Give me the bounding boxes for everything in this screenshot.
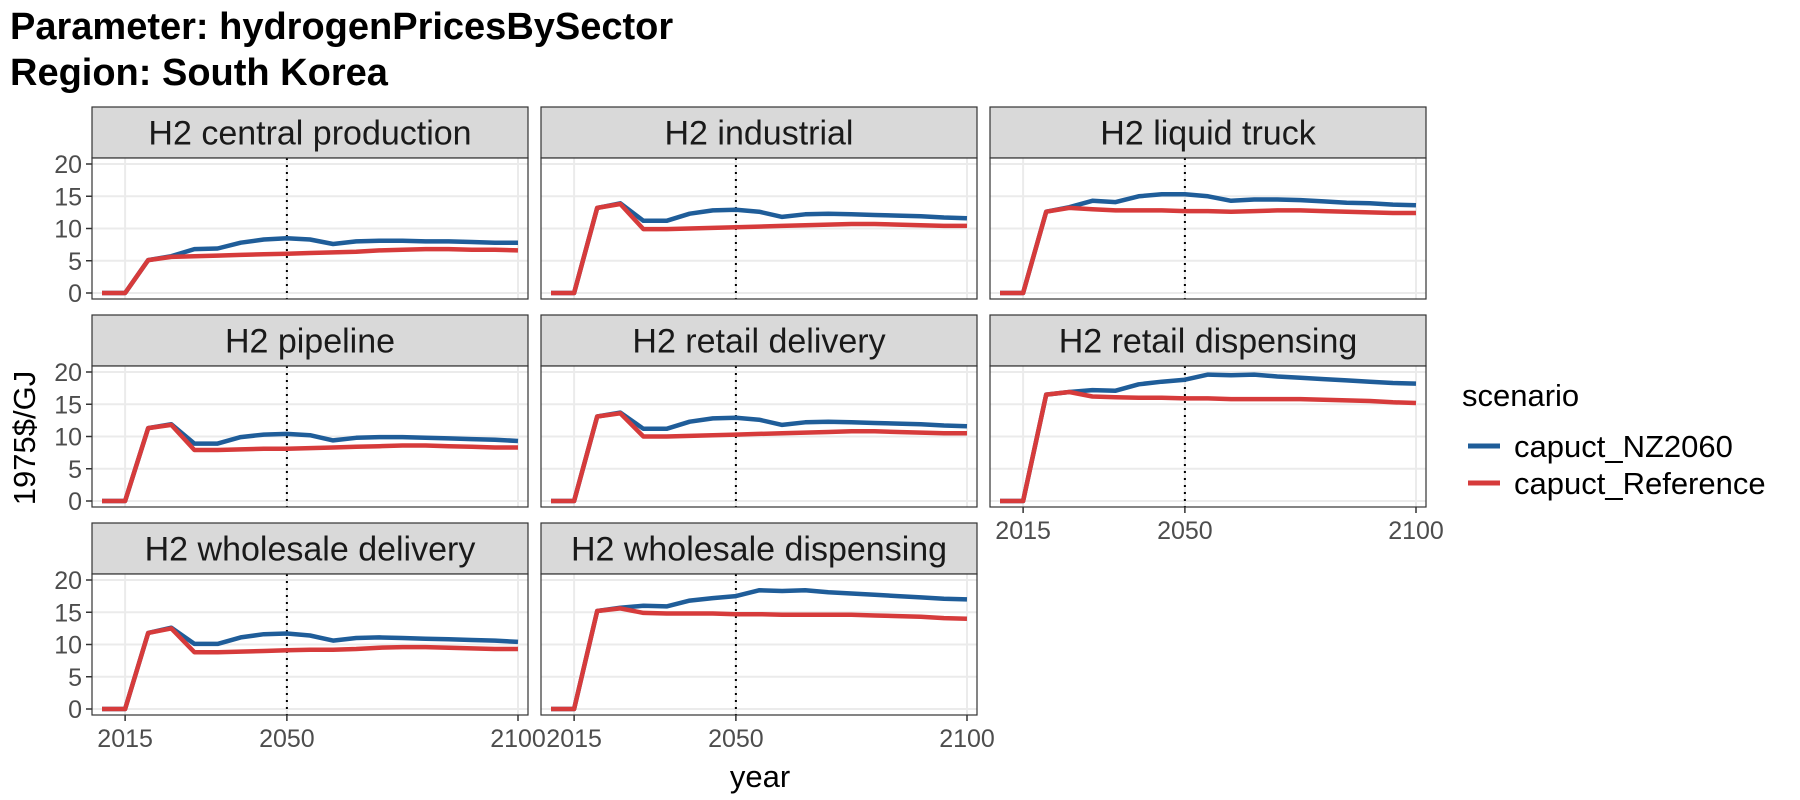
- x-tick-label: 2050: [1157, 517, 1213, 545]
- series-line-capuct-reference: [551, 606, 968, 712]
- facet-strip: [540, 106, 978, 159]
- facet-strip: [989, 106, 1427, 159]
- x-tick-label: 2100: [939, 725, 995, 753]
- y-tick-label: 5: [68, 664, 82, 692]
- panel-border: [540, 365, 978, 508]
- facet-h2-liquid-truck: H2 liquid truck: [989, 106, 1427, 300]
- y-tick-label: 15: [54, 391, 82, 419]
- facet-label: H2 wholesale dispensing: [571, 531, 947, 569]
- x-tick-label: 2015: [546, 725, 602, 753]
- chart-title: Parameter: hydrogenPricesBySector Region…: [10, 4, 673, 96]
- y-tick-label: 10: [54, 424, 82, 452]
- y-axis-title: 1975$/GJ: [7, 371, 42, 505]
- y-tick-label: 5: [68, 248, 82, 276]
- y-tick-label: 0: [68, 280, 82, 308]
- facet-h2-central-production: H2 central production 0 5 10 15 20: [54, 106, 529, 308]
- y-tick-label: 0: [68, 696, 82, 724]
- panel-border: [989, 365, 1427, 508]
- series-line-capuct-reference: [1000, 205, 1416, 296]
- facet-label: H2 industrial: [665, 115, 854, 153]
- x-axis-title: year: [730, 759, 790, 794]
- y-tick-label: 15: [54, 599, 82, 627]
- series-line-capuct-reference: [102, 422, 518, 504]
- x-tick-label: 2100: [1388, 517, 1444, 545]
- series-line-capuct-reference: [102, 246, 519, 296]
- y-tick-label: 10: [54, 632, 82, 660]
- facet-label: H2 liquid truck: [1100, 115, 1316, 153]
- facet-h2-retail-delivery: H2 retail delivery: [540, 314, 978, 508]
- facet-label: H2 wholesale delivery: [145, 531, 476, 569]
- facet-strip: [91, 314, 529, 367]
- x-tick-label: 2050: [259, 725, 315, 753]
- series-line-capuct-reference: [551, 201, 967, 296]
- title-line-region: Region: South Korea: [10, 52, 388, 94]
- facet-h2-retail-dispensing: H2 retail dispensing 2015 2050 2100: [989, 314, 1444, 545]
- facet-strip: [540, 522, 978, 575]
- x-tick-label: 2015: [97, 725, 153, 753]
- y-tick-label: 15: [54, 183, 82, 211]
- y-tick-label: 20: [54, 359, 82, 387]
- series-line-capuct-reference: [551, 411, 967, 504]
- y-tick-label: 20: [54, 151, 82, 179]
- facet-strip: [540, 314, 978, 367]
- y-tick-label: 10: [54, 216, 82, 244]
- facet-strip: [91, 522, 529, 575]
- facet-label: H2 retail dispensing: [1059, 323, 1358, 361]
- y-tick-label: 20: [54, 567, 82, 595]
- x-tick-label: 2100: [490, 725, 546, 753]
- facet-label: H2 pipeline: [225, 323, 395, 361]
- legend-title: scenario: [1462, 378, 1579, 413]
- legend-label-capuct-reference: capuct_Reference: [1514, 466, 1766, 501]
- facet-label: H2 central production: [148, 115, 471, 153]
- facet-h2-wholesale-dispensing: H2 wholesale dispensing 2015 2050 2100: [540, 522, 995, 753]
- facet-label: H2 retail delivery: [632, 323, 885, 361]
- title-line-parameter: Parameter: hydrogenPricesBySector: [10, 6, 674, 48]
- series-line-capuct-reference: [102, 626, 518, 712]
- legend-label-capuct-nz2060: capuct_NZ2060: [1514, 429, 1733, 464]
- panel-border: [540, 573, 978, 716]
- facet-h2-pipeline: H2 pipeline 0 5 10 15 20: [54, 314, 529, 516]
- panel-border: [989, 157, 1427, 300]
- facet-h2-industrial: H2 industrial: [540, 106, 978, 300]
- y-tick-label: 0: [68, 488, 82, 516]
- y-tick-label: 5: [68, 456, 82, 484]
- x-tick-label: 2015: [995, 517, 1051, 545]
- x-tick-label: 2050: [708, 725, 764, 753]
- facet-h2-wholesale-delivery: H2 wholesale delivery 0 5 10 15 20 2015 2050 210…: [54, 522, 546, 753]
- series-line-capuct-reference: [1000, 389, 1417, 504]
- panel-border: [540, 157, 978, 300]
